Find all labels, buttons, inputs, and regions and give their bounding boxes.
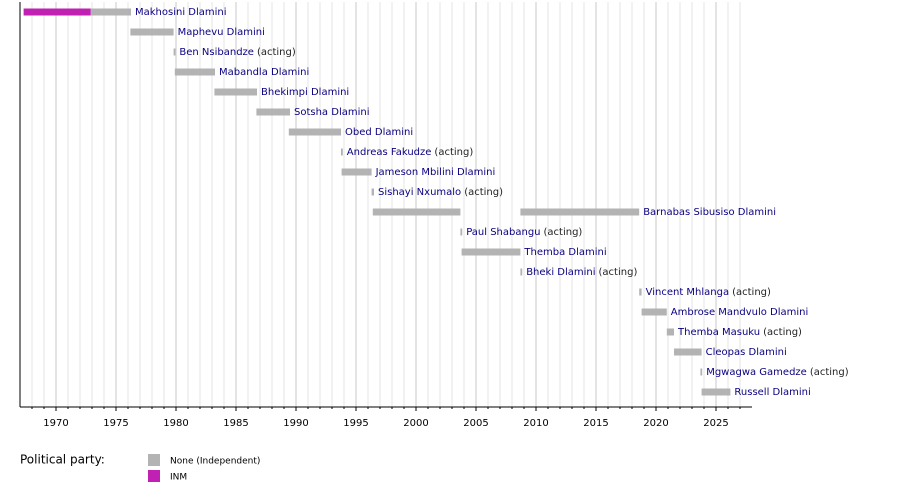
x-tick-label: 2010: [523, 418, 548, 429]
row-label: Maphevu Dlamini: [178, 27, 265, 38]
term-bar: [256, 108, 290, 116]
term-bar: [520, 268, 523, 276]
term-bar: [23, 8, 91, 16]
person-name[interactable]: Andreas Fakudze: [347, 147, 432, 158]
person-name[interactable]: Sotsha Dlamini: [294, 107, 369, 118]
row-label: Andreas Fakudze (acting): [347, 147, 474, 158]
x-tick-label: 2020: [643, 418, 668, 429]
note: (acting): [544, 227, 583, 238]
row-label: Bheki Dlamini (acting): [526, 267, 637, 278]
term-bar: [341, 168, 372, 176]
x-tick-label: 1975: [103, 418, 128, 429]
person-name[interactable]: Sishayi Nxumalo: [378, 187, 461, 198]
person-name[interactable]: Ambrose Mandvulo Dlamini: [671, 307, 809, 318]
row-label: Themba Masuku (acting): [677, 327, 802, 338]
term-bar: [639, 288, 642, 296]
note: (acting): [464, 187, 503, 198]
row-label: Obed Dlamini: [345, 127, 413, 138]
term-bar: [288, 128, 341, 136]
person-name[interactable]: Maphevu Dlamini: [178, 27, 265, 38]
term-bar: [461, 248, 521, 256]
x-tick-label: 1990: [283, 418, 308, 429]
term-bar: [130, 28, 174, 36]
x-tick-label: 1970: [43, 418, 68, 429]
person-name[interactable]: Bheki Dlamini: [526, 267, 595, 278]
person-name[interactable]: Themba Masuku: [677, 327, 760, 338]
row-label: Ben Nsibandze (acting): [179, 47, 295, 58]
person-name[interactable]: Mabandla Dlamini: [219, 67, 309, 78]
term-bar: [214, 88, 257, 96]
term-bar: [701, 388, 731, 396]
row-label: Vincent Mhlanga (acting): [646, 287, 771, 298]
row-label: Russell Dlamini: [734, 387, 810, 398]
legend-swatch: [148, 470, 160, 482]
note: (acting): [599, 267, 638, 278]
person-name[interactable]: Ben Nsibandze: [179, 47, 254, 58]
term-bar: [90, 8, 131, 16]
term-bar: [460, 228, 463, 236]
note: (acting): [732, 287, 771, 298]
term-bar: [666, 328, 674, 336]
x-tick-label: 1980: [163, 418, 188, 429]
legend-title: Political party:: [20, 453, 105, 467]
row-label: Themba Dlamini: [523, 247, 606, 258]
row-label: Makhosini Dlamini: [135, 7, 227, 18]
x-tick-label: 2025: [703, 418, 728, 429]
person-name[interactable]: Russell Dlamini: [734, 387, 810, 398]
term-bar: [174, 68, 215, 76]
term-bar: [520, 208, 640, 216]
row-label: Barnabas Sibusiso Dlamini: [643, 207, 776, 218]
x-tick-label: 1995: [343, 418, 368, 429]
row-label: Sishayi Nxumalo (acting): [378, 187, 503, 198]
note: (acting): [257, 47, 296, 58]
person-name[interactable]: Barnabas Sibusiso Dlamini: [643, 207, 776, 218]
row-label: Paul Shabangu (acting): [466, 227, 582, 238]
person-name[interactable]: Paul Shabangu: [466, 227, 540, 238]
row-label: Bhekimpi Dlamini: [261, 87, 349, 98]
x-tick-label: 2015: [583, 418, 608, 429]
person-name[interactable]: Bhekimpi Dlamini: [261, 87, 349, 98]
term-bar: [700, 368, 703, 376]
term-bar: [674, 348, 702, 356]
person-name[interactable]: Obed Dlamini: [345, 127, 413, 138]
x-tick-label: 2000: [403, 418, 428, 429]
person-name[interactable]: Makhosini Dlamini: [135, 7, 227, 18]
person-name[interactable]: Mgwagwa Gamedze: [706, 367, 807, 378]
row-label: Sotsha Dlamini: [294, 107, 369, 118]
person-name[interactable]: Vincent Mhlanga: [646, 287, 730, 298]
row-label: Cleopas Dlamini: [706, 347, 787, 358]
row-label: Mgwagwa Gamedze (acting): [706, 367, 849, 378]
term-bar: [641, 308, 667, 316]
person-name[interactable]: Cleopas Dlamini: [706, 347, 787, 358]
note: (acting): [810, 367, 849, 378]
legend-label: None (Independent): [170, 457, 260, 467]
row-label: Jameson Mbilini Dlamini: [375, 167, 496, 178]
legend-swatch: [148, 454, 160, 466]
row-label: Ambrose Mandvulo Dlamini: [671, 307, 809, 318]
legend-label: INM: [170, 473, 187, 483]
term-bar: [341, 148, 343, 156]
note: (acting): [763, 327, 802, 338]
person-name[interactable]: Jameson Mbilini Dlamini: [375, 167, 496, 178]
term-bar: [371, 188, 374, 196]
term-bar: [173, 48, 176, 56]
term-bar: [372, 208, 461, 216]
person-name[interactable]: Themba Dlamini: [523, 247, 606, 258]
note: (acting): [434, 147, 473, 158]
x-tick-label: 2005: [463, 418, 488, 429]
x-tick-label: 1985: [223, 418, 248, 429]
row-label: Mabandla Dlamini: [219, 67, 309, 78]
